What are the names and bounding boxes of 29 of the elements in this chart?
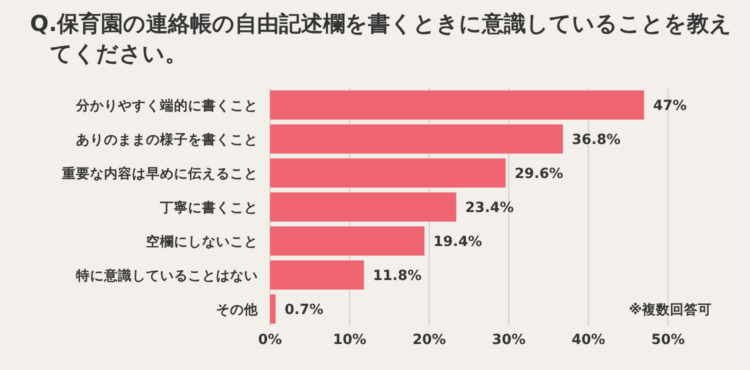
x-tick-label: 10% xyxy=(332,332,366,348)
bar xyxy=(270,90,644,120)
bar xyxy=(270,226,424,256)
data-label: 29.6% xyxy=(514,166,564,182)
y-tick-label: ありのままの様子を書くこと xyxy=(76,132,258,148)
x-tick-label: 50% xyxy=(651,332,685,348)
data-label: 23.4% xyxy=(465,200,514,216)
x-tick-label: 20% xyxy=(412,332,446,348)
bar xyxy=(270,192,456,222)
y-tick-label: 丁寧に書くこと xyxy=(159,199,258,216)
data-label: 11.8% xyxy=(372,268,422,284)
data-label: 0.7% xyxy=(284,302,324,318)
y-tick-label: 分かりやすく端的に書くこと xyxy=(75,98,258,114)
bar xyxy=(270,260,364,290)
y-tick-label: 空欄にしないこと xyxy=(146,233,258,250)
bar xyxy=(270,158,506,188)
y-tick-label: その他 xyxy=(216,302,259,318)
data-label: 19.4% xyxy=(433,234,482,250)
annotation: ※複数回答可 xyxy=(628,301,712,318)
data-label: 47% xyxy=(653,98,687,114)
x-tick-label: 0% xyxy=(258,332,282,348)
chart-title: Q.保育園の連絡帳の自由記述欄を書くときに意識していることを教えてください。 xyxy=(30,10,734,69)
x-tick-label: 30% xyxy=(492,332,526,348)
bar xyxy=(270,294,276,324)
bar xyxy=(270,124,563,154)
data-label: 36.8% xyxy=(572,132,621,148)
y-tick-label: 特に意識していることはない xyxy=(75,267,258,284)
x-tick-label: 40% xyxy=(572,332,606,348)
y-tick-label: 重要な内容は早めに伝えること xyxy=(61,165,258,182)
